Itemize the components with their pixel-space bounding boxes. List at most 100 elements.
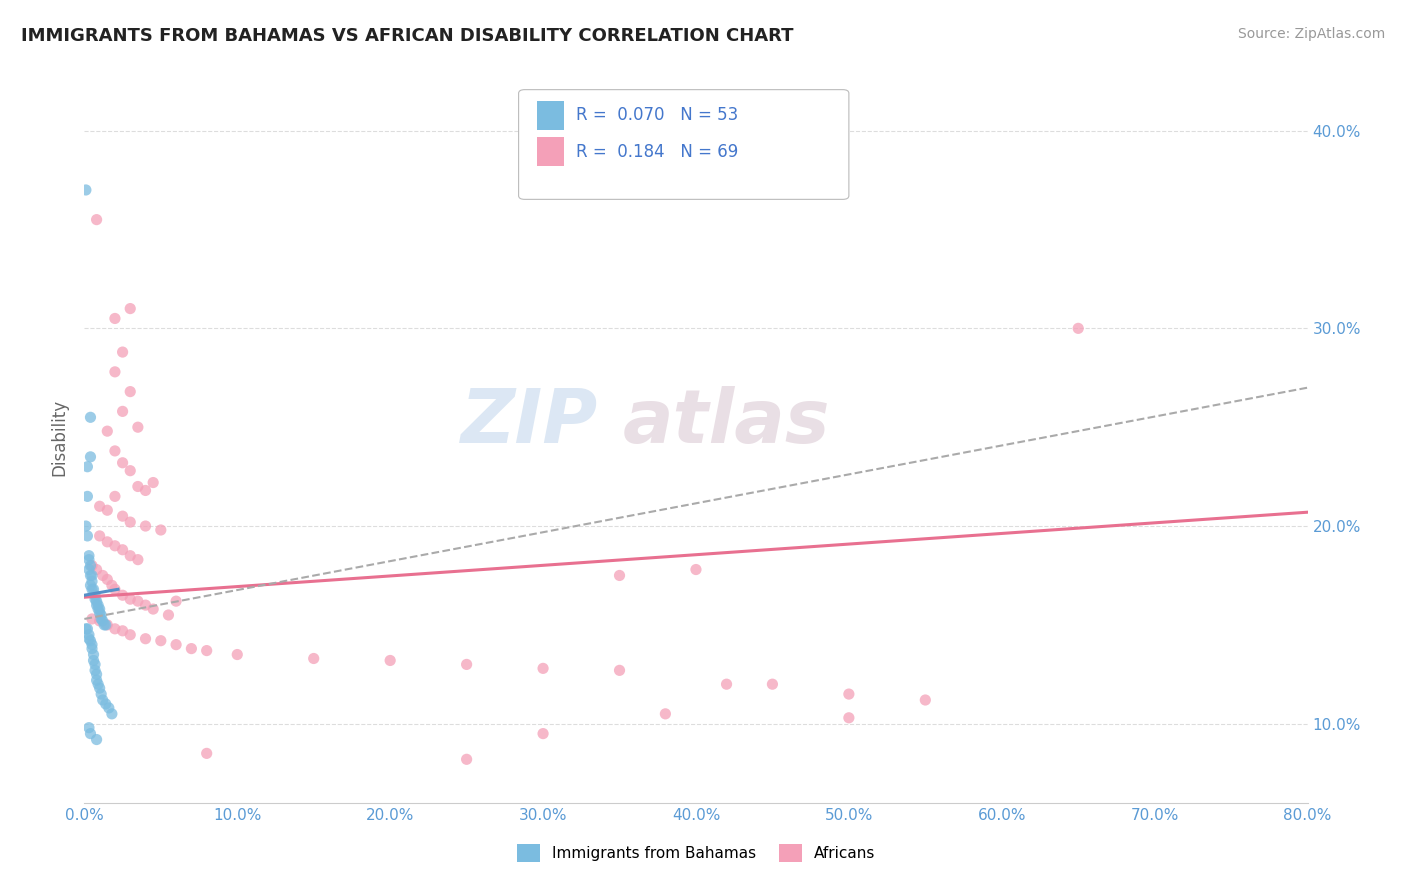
Point bbox=[180, 641, 202, 656]
Point bbox=[111, 404, 134, 418]
Point bbox=[89, 681, 111, 695]
Point bbox=[111, 456, 134, 470]
Point bbox=[111, 624, 134, 638]
Point bbox=[302, 651, 325, 665]
Text: R =  0.070   N = 53: R = 0.070 N = 53 bbox=[576, 106, 738, 124]
Point bbox=[120, 464, 142, 478]
Point bbox=[914, 693, 936, 707]
Point bbox=[80, 612, 103, 626]
Point bbox=[93, 618, 115, 632]
Point bbox=[104, 365, 127, 379]
Point bbox=[111, 542, 134, 557]
Point bbox=[76, 622, 98, 636]
Point bbox=[149, 633, 172, 648]
Point bbox=[456, 752, 478, 766]
Point bbox=[761, 677, 783, 691]
Point bbox=[380, 653, 402, 667]
Point bbox=[89, 614, 111, 628]
Point bbox=[195, 643, 218, 657]
Point bbox=[104, 489, 127, 503]
Point bbox=[96, 618, 118, 632]
Point bbox=[80, 574, 103, 589]
Point bbox=[89, 500, 111, 514]
Point bbox=[77, 721, 100, 735]
Point bbox=[531, 726, 554, 740]
Point bbox=[91, 693, 114, 707]
Point bbox=[87, 602, 110, 616]
Point bbox=[77, 549, 100, 563]
FancyBboxPatch shape bbox=[537, 101, 564, 130]
Point bbox=[89, 602, 111, 616]
Point bbox=[76, 489, 98, 503]
Point bbox=[83, 582, 105, 597]
Point bbox=[120, 549, 142, 563]
Point bbox=[94, 697, 117, 711]
Point bbox=[104, 539, 127, 553]
Point bbox=[90, 687, 112, 701]
FancyBboxPatch shape bbox=[519, 90, 849, 200]
Point bbox=[89, 529, 111, 543]
Point bbox=[609, 568, 631, 582]
Point bbox=[90, 607, 112, 622]
Point bbox=[80, 641, 103, 656]
Point bbox=[101, 706, 124, 721]
Point bbox=[135, 632, 157, 646]
Point bbox=[111, 509, 134, 524]
Point bbox=[86, 732, 108, 747]
Point bbox=[142, 602, 165, 616]
Point bbox=[79, 726, 101, 740]
Point bbox=[127, 420, 149, 434]
Point bbox=[87, 598, 110, 612]
Point bbox=[76, 529, 98, 543]
Point bbox=[79, 558, 101, 573]
Point bbox=[90, 612, 112, 626]
Text: atlas: atlas bbox=[623, 386, 830, 459]
Point bbox=[96, 503, 118, 517]
Point bbox=[80, 638, 103, 652]
Point bbox=[86, 562, 108, 576]
Point bbox=[111, 345, 134, 359]
FancyBboxPatch shape bbox=[537, 137, 564, 167]
Point bbox=[120, 515, 142, 529]
Point bbox=[79, 450, 101, 464]
Point bbox=[716, 677, 738, 691]
Text: ZIP: ZIP bbox=[461, 386, 598, 459]
Point bbox=[83, 648, 105, 662]
Point bbox=[94, 618, 117, 632]
Point bbox=[86, 598, 108, 612]
Point bbox=[127, 594, 149, 608]
Point bbox=[84, 588, 107, 602]
Point bbox=[609, 664, 631, 678]
Point bbox=[96, 573, 118, 587]
Point bbox=[77, 632, 100, 646]
Point bbox=[127, 552, 149, 566]
Point bbox=[654, 706, 676, 721]
Point bbox=[135, 519, 157, 533]
Point bbox=[75, 519, 97, 533]
Point bbox=[91, 568, 114, 582]
Point bbox=[104, 444, 127, 458]
Legend: Immigrants from Bahamas, Africans: Immigrants from Bahamas, Africans bbox=[510, 838, 882, 868]
Point bbox=[84, 592, 107, 607]
Point bbox=[531, 661, 554, 675]
Point bbox=[1067, 321, 1090, 335]
Point bbox=[838, 711, 860, 725]
Point bbox=[226, 648, 249, 662]
Point bbox=[89, 606, 111, 620]
Text: IMMIGRANTS FROM BAHAMAS VS AFRICAN DISABILITY CORRELATION CHART: IMMIGRANTS FROM BAHAMAS VS AFRICAN DISAB… bbox=[21, 27, 793, 45]
Text: Source: ZipAtlas.com: Source: ZipAtlas.com bbox=[1237, 27, 1385, 41]
Point bbox=[135, 483, 157, 498]
Point bbox=[142, 475, 165, 490]
Point bbox=[456, 657, 478, 672]
Point bbox=[96, 424, 118, 438]
Point bbox=[86, 594, 108, 608]
Point bbox=[101, 578, 124, 592]
Point bbox=[80, 558, 103, 573]
Point bbox=[111, 588, 134, 602]
Point bbox=[76, 459, 98, 474]
Point bbox=[127, 479, 149, 493]
Point bbox=[149, 523, 172, 537]
Point bbox=[165, 594, 187, 608]
Point bbox=[75, 183, 97, 197]
Point bbox=[685, 562, 707, 576]
